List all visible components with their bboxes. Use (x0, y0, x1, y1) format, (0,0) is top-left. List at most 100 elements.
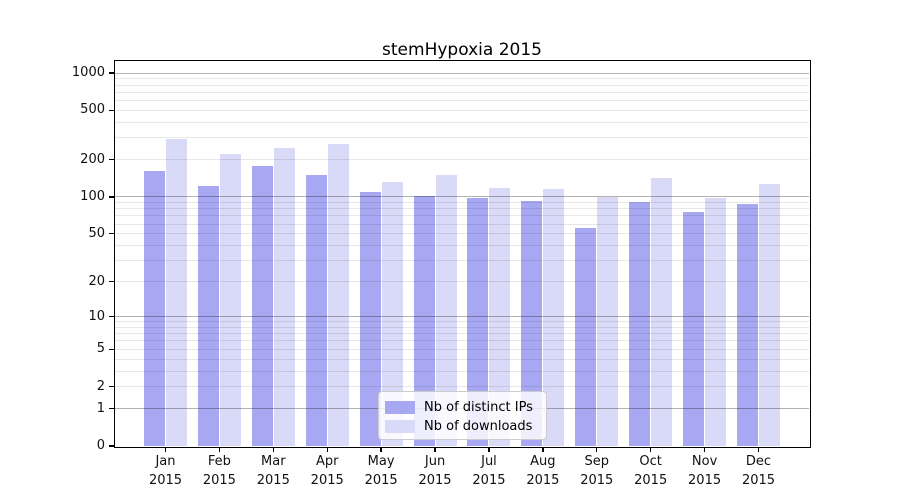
x-tick (164, 447, 167, 452)
x-tick-month: Jun (424, 454, 446, 469)
y-tick (108, 407, 114, 410)
x-tick-year: 2015 (364, 473, 398, 488)
gridline-minor (115, 137, 809, 139)
x-tick (542, 447, 544, 452)
gridline-minor (115, 84, 809, 86)
legend-label-distinct-ips: Nb of distinct IPs (424, 400, 533, 415)
x-tick-label: Aug 2015 (512, 452, 574, 490)
legend-item-distinct-ips: Nb of distinct IPs (385, 399, 536, 416)
x-tick-month: Jul (481, 454, 497, 469)
bar-distinct-ips-apr (305, 175, 327, 446)
y-tick-label: 200 (80, 151, 105, 167)
x-tick-label: Dec 2015 (728, 452, 790, 490)
x-tick-month: Feb (207, 454, 231, 469)
y-tick (108, 315, 114, 318)
x-tick-month: Dec (745, 454, 772, 469)
x-tick-month: Mar (261, 454, 286, 469)
gridline-minor (115, 340, 809, 342)
x-tick-month: Aug (530, 454, 556, 469)
x-tick-year: 2015 (580, 473, 614, 488)
bar-downloads-nov (705, 198, 727, 446)
bar-downloads-aug (543, 188, 565, 446)
y-tick-label: 1000 (71, 65, 105, 81)
x-tick-year: 2015 (256, 473, 290, 488)
y-tick (108, 196, 114, 198)
y-tick (108, 280, 114, 283)
x-tick-year: 2015 (634, 473, 668, 488)
bar-distinct-ips-mar (251, 165, 273, 446)
x-tick-year: 2015 (310, 473, 344, 488)
y-tick-label: 2 (96, 378, 105, 394)
bar-distinct-ips-oct (629, 202, 651, 446)
gridline-minor (115, 386, 809, 388)
gridline-minor (115, 260, 809, 262)
x-tick-month: Nov (691, 454, 718, 469)
gridline-minor (115, 358, 809, 360)
legend-swatch-downloads (385, 420, 415, 433)
chart-title: stemHypoxia 2015 (382, 40, 542, 60)
gridline-minor (115, 109, 809, 111)
bar-downloads-mar (273, 147, 295, 446)
bar-distinct-ips-jul (467, 197, 489, 446)
bar-downloads-sep (597, 197, 619, 446)
gridline-minor (115, 100, 809, 102)
y-tick-label: 100 (80, 188, 105, 204)
bar-distinct-ips-aug (521, 200, 543, 446)
gridline-minor (115, 201, 809, 203)
x-tick-label: Feb 2015 (188, 452, 250, 490)
y-tick (108, 72, 114, 74)
x-tick (380, 447, 382, 452)
gridline-minor (115, 159, 809, 161)
gridline-major (115, 196, 809, 198)
x-tick-month: Jan (155, 454, 176, 469)
x-tick-label: Jan 2015 (135, 452, 197, 490)
gridline-minor (115, 91, 809, 93)
y-tick-label: 10 (88, 308, 105, 324)
x-tick-year: 2015 (202, 473, 236, 488)
y-tick-label: 1 (96, 400, 105, 416)
bar-distinct-ips-may (359, 192, 381, 446)
bar-distinct-ips-sep (575, 227, 597, 446)
y-tick-label: 5 (96, 341, 105, 357)
y-tick-label: 20 (88, 273, 105, 289)
bar-distinct-ips-nov (683, 211, 705, 446)
x-tick (596, 447, 598, 452)
x-tick-year: 2015 (148, 473, 183, 488)
y-tick (108, 233, 114, 235)
bar-downloads-feb (219, 153, 241, 446)
x-tick-label: Sep 2015 (566, 452, 628, 490)
gridline-minor (115, 208, 809, 210)
gridline-minor (115, 348, 809, 350)
bar-distinct-ips-dec (737, 204, 758, 446)
x-tick-label: Jul 2015 (458, 452, 520, 490)
gridline-minor (115, 326, 809, 328)
gridline-minor (115, 121, 809, 123)
x-tick (488, 447, 490, 452)
x-tick (650, 447, 652, 452)
legend-label-downloads: Nb of downloads (424, 419, 533, 434)
x-tick (757, 447, 760, 452)
bar-downloads-apr (327, 143, 349, 446)
x-tick (703, 447, 706, 452)
x-tick-label: May 2015 (350, 452, 412, 490)
gridline-minor (115, 233, 809, 235)
x-tick-month: May (367, 454, 395, 469)
bar-distinct-ips-jun (413, 195, 435, 446)
y-tick (108, 109, 114, 112)
gridline-minor (115, 245, 809, 247)
x-tick-label: Jun 2015 (404, 452, 466, 490)
x-tick-year: 2015 (472, 473, 506, 488)
gridline-minor (115, 321, 809, 323)
y-tick (108, 386, 114, 388)
legend-item-downloads: Nb of downloads (385, 418, 536, 435)
gridline-major (115, 316, 809, 318)
gridline-minor (115, 78, 809, 80)
bar-distinct-ips-feb (197, 185, 219, 446)
bar-downloads-oct (651, 178, 673, 446)
y-tick-label: 50 (88, 225, 105, 241)
x-tick-year: 2015 (418, 473, 452, 488)
gridline-major (115, 72, 809, 74)
y-tick (108, 445, 114, 447)
x-tick-label: Nov 2015 (674, 452, 736, 490)
